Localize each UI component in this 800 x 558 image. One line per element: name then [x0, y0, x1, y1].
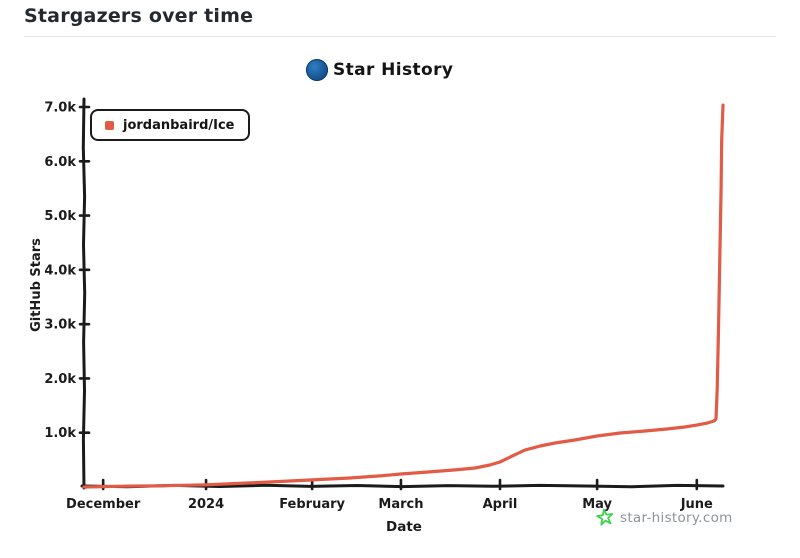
y-axis-label: GitHub Stars	[29, 238, 44, 332]
header-divider	[24, 36, 776, 37]
x-axis-label: Date	[386, 519, 422, 535]
chart-title: Star History	[306, 59, 453, 81]
x-tick-label: December	[66, 497, 141, 512]
watermark: star-history.com	[596, 508, 733, 528]
series-line	[82, 103, 725, 489]
y-tick-label: 3.0k	[44, 318, 76, 333]
y-tick-label: 5.0k	[44, 209, 76, 224]
page-title: Stargazers over time	[24, 5, 254, 27]
green-star-icon	[596, 508, 614, 526]
x-tick-label: May	[582, 497, 612, 512]
x-tick-label: June	[680, 497, 713, 512]
legend: jordanbaird/Ice	[90, 109, 250, 141]
y-tick-label: 1.0k	[44, 426, 76, 441]
x-tick-label: March	[378, 497, 423, 512]
watermark-text: star-history.com	[620, 510, 733, 526]
y-tick-label: 7.0k	[44, 101, 76, 116]
y-tick-label: 4.0k	[44, 263, 76, 278]
y-tick-label: 2.0k	[44, 372, 76, 387]
legend-marker-icon	[105, 120, 114, 130]
chart-title-text: Star History	[333, 60, 454, 80]
x-tick-label: 2024	[188, 497, 224, 512]
x-tick-label: April	[483, 497, 518, 512]
legend-label: jordanbaird/Ice	[123, 117, 235, 133]
y-tick-label: 6.0k	[44, 155, 76, 170]
x-tick-label: February	[279, 497, 345, 512]
star-history-logo-icon	[306, 59, 328, 81]
y-axis	[81, 97, 87, 490]
